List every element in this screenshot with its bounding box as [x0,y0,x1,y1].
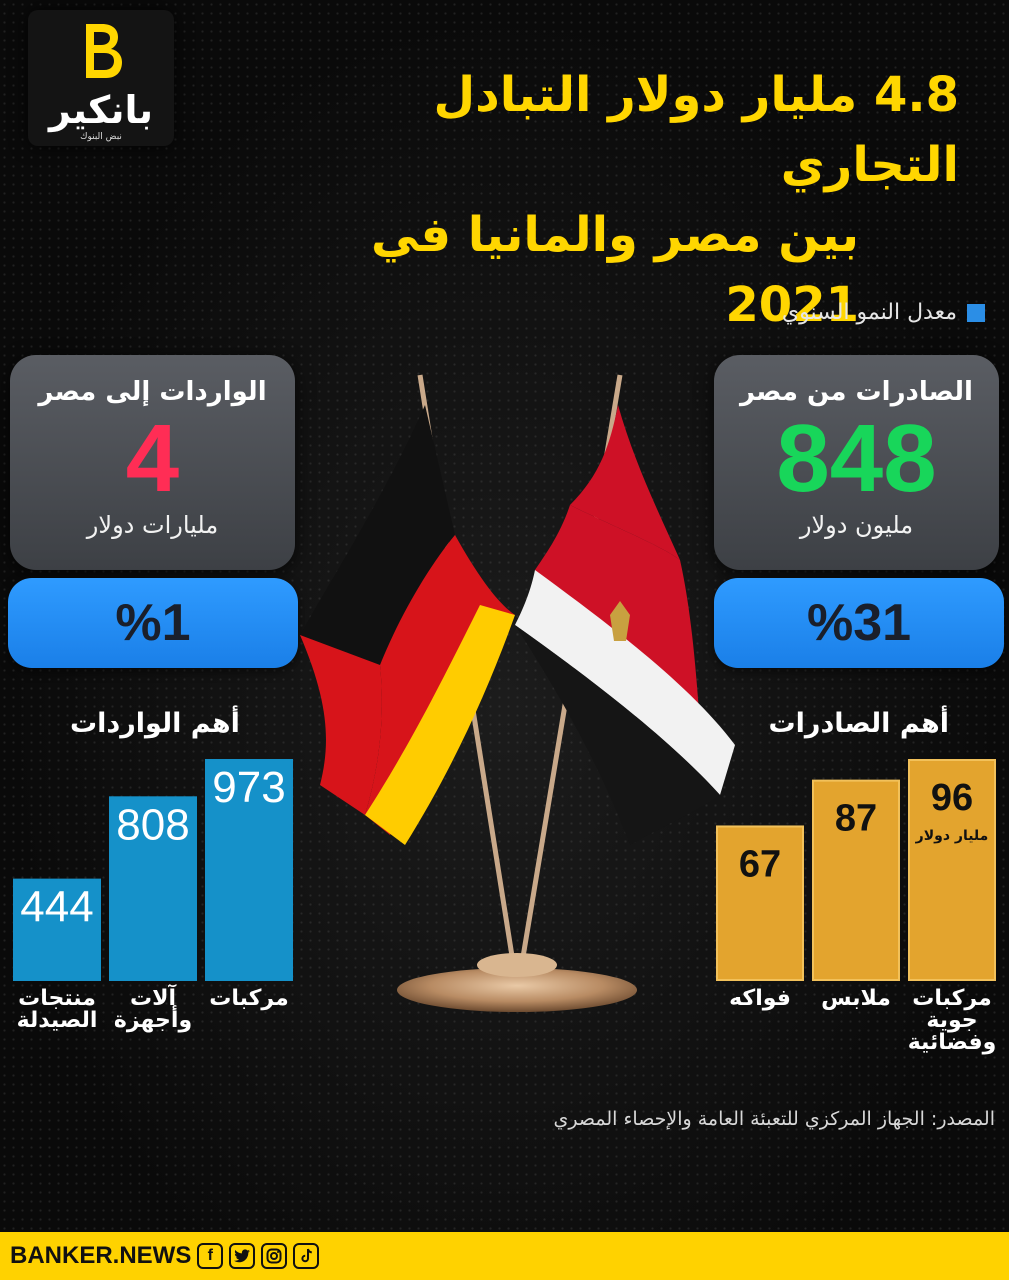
flags-illustration [300,374,735,1012]
flag-stand-base [397,968,637,1012]
category-label-1: ملابس [821,986,891,1011]
exports-title: الصادرات من مصر [740,377,973,407]
logo: بانكير نبض البنوك [28,10,174,146]
bar-value-label-0: 444 [20,883,93,932]
imports-growth-pill: %1 [8,578,298,668]
bar-value-label-0: 67 [739,843,781,885]
tiktok-icon[interactable] [293,1243,320,1269]
logo-text: بانكير [48,88,154,132]
top-exports-heading: أهم الصادرات [768,708,949,739]
bar-unit-note: مليار دولار [915,828,989,844]
bar-value-label-2: 973 [212,763,285,812]
source-note: المصدر: الجهاز المركزي للتعبئة العامة وا… [553,1108,995,1130]
title-line-2: بين مصر والمانيا في 2021 [371,207,859,333]
bar-2 [908,759,996,981]
imports-value: 4 [125,405,180,512]
category-label-2: مركبات [209,986,289,1011]
instagram-icon[interactable] [261,1243,288,1269]
footer-brand[interactable]: BANKER.NEWS [10,1242,192,1269]
bar-2 [205,759,293,981]
exports-unit: مليون دولار [799,511,914,539]
category-label-0: فواكه [729,986,791,1011]
bar-value-label-2: 96 [931,777,973,819]
egypt-flag-icon [515,405,735,845]
exports-value: 848 [776,405,937,512]
page-title: 4.8 مليار دولار التبادل التجاري بين مصر … [239,60,959,340]
bar-0 [716,825,804,982]
legend-label: معدل النمو السنوي [781,300,957,325]
exports-card: الصادرات من مصر 848 مليون دولار [714,355,999,570]
bar-value-label-1: 87 [835,798,877,840]
imports-title: الواردات إلى مصر [38,377,267,407]
bar-value-label-1: 808 [116,800,189,849]
imports-card: الواردات إلى مصر 4 مليارات دولار [10,355,295,570]
logo-subtitle: نبض البنوك [80,132,122,142]
exports-bar-chart: 67 87 96 مليار دولار [716,759,996,982]
top-imports-heading: أهم الواردات [70,708,240,739]
bar-1 [109,796,197,981]
facebook-icon[interactable]: f [197,1243,224,1269]
bar-0 [13,878,101,981]
legend: معدل النمو السنوي [782,300,985,325]
footer: BANKER.NEWS f [0,1232,1009,1280]
exports-growth-pill: %31 [714,578,1004,668]
category-label-2: مركبات جوية وفضائية [907,986,997,1055]
twitter-icon[interactable] [229,1243,256,1269]
logo-b-icon [86,24,122,78]
title-line-1: 4.8 مليار دولار التبادل التجاري [433,67,959,193]
imports-unit: مليارات دولار [86,511,219,539]
bar-1 [812,779,900,981]
category-label-1: آلات وأجهزة [113,986,193,1033]
germany-flag-icon [300,405,515,845]
legend-swatch [967,303,985,322]
imports-bar-chart: 444 808 973 [13,759,293,981]
category-label-0: منتجات الصيدلة [16,986,98,1033]
flag-stand-top [477,953,557,977]
